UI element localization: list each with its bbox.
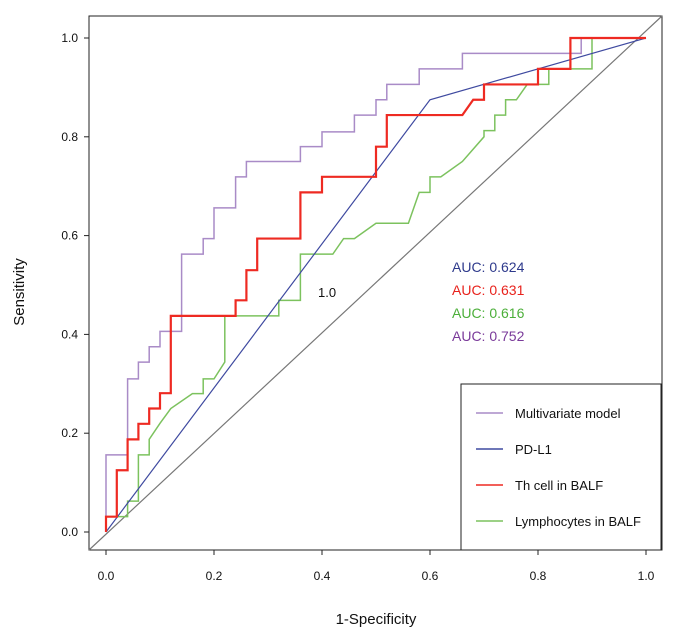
legend-label: Th cell in BALF (515, 478, 603, 493)
y-tick-label: 1.0 (61, 31, 78, 45)
auc-label: AUC: 0.624 (452, 259, 525, 275)
x-tick-label: 0.2 (206, 569, 223, 583)
x-tick-label: 0.8 (530, 569, 547, 583)
legend-box (460, 383, 662, 551)
series-line-multivariate-model (105, 37, 646, 532)
y-tick-label: 0.4 (61, 327, 78, 341)
y-tick-label: 0.0 (61, 525, 78, 539)
reference-diagonal-line (88, 15, 663, 551)
series-line-lymphocytes-in-balf (105, 37, 646, 532)
legend-label: Multivariate model (515, 406, 621, 421)
auc-label: AUC: 0.631 (452, 282, 525, 298)
auc-label: AUC: 0.752 (452, 328, 525, 344)
annotation-label: 1.0 (318, 285, 336, 300)
y-axis-label: Sensitivity (11, 258, 28, 326)
legend-label: PD-L1 (515, 442, 552, 457)
y-tick-label: 0.6 (61, 229, 78, 243)
x-axis-label: 1-Specificity (336, 611, 417, 628)
auc-label: AUC: 0.616 (452, 305, 525, 321)
x-tick-label: 0.6 (422, 569, 439, 583)
plot-frame (88, 15, 663, 551)
legend-label: Lymphocytes in BALF (515, 514, 641, 529)
x-tick-label: 0.0 (98, 569, 115, 583)
y-tick-label: 0.2 (61, 426, 78, 440)
y-tick-label: 0.8 (61, 130, 78, 144)
x-tick-label: 0.4 (314, 569, 331, 583)
series-line-pd-l1 (105, 37, 647, 533)
x-tick-label: 1.0 (638, 569, 655, 583)
series-line-th-cell-in-balf (104, 36, 646, 532)
